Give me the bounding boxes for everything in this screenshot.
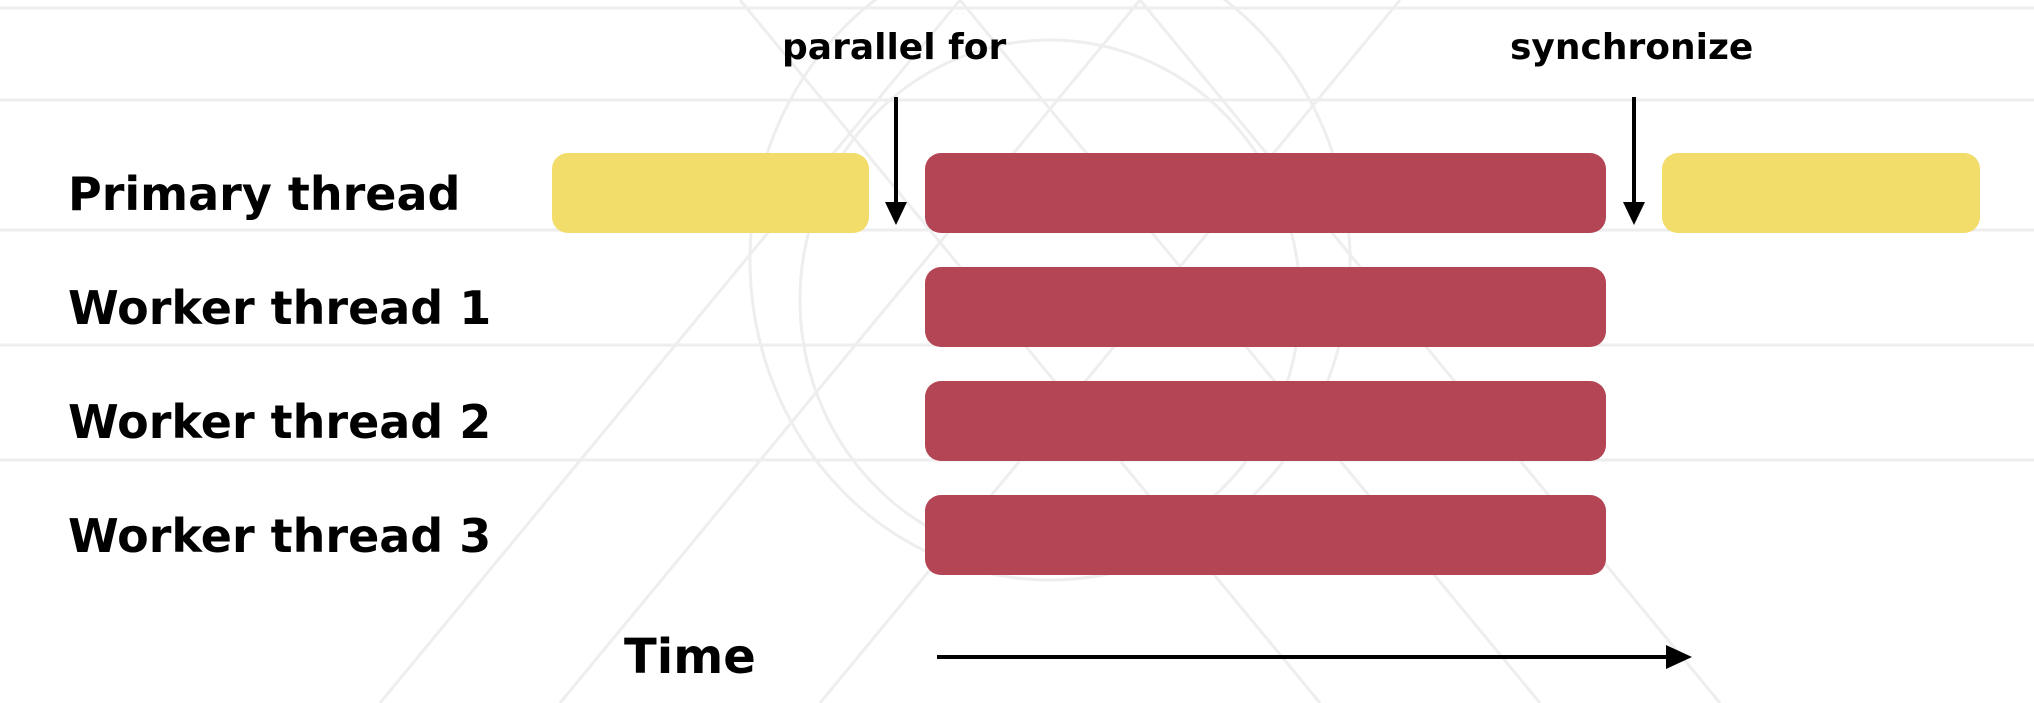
time-axis-arrow xyxy=(937,645,1692,669)
row-label-worker-thread-3: Worker thread 3 xyxy=(68,509,492,563)
worker-thread-1-parallel-work-bar xyxy=(925,267,1606,347)
synchronize-label: synchronize xyxy=(1510,27,1754,68)
primary-serial-work-bar-before xyxy=(552,153,869,233)
time-axis-label: Time xyxy=(624,629,756,685)
worker-thread-2-parallel-work-bar xyxy=(925,381,1606,461)
worker-thread-3-parallel-work-bar xyxy=(925,495,1606,575)
row-label-worker-thread-2: Worker thread 2 xyxy=(68,395,492,449)
parallel-for-arrow xyxy=(885,97,907,225)
parallel-for-label: parallel for xyxy=(782,27,1007,68)
row-label-worker-thread-1: Worker thread 1 xyxy=(68,281,492,335)
synchronize-arrow xyxy=(1623,97,1645,225)
row-label-primary-thread: Primary thread xyxy=(68,167,461,221)
primary-serial-work-bar-after xyxy=(1662,153,1980,233)
primary-parallel-work-bar xyxy=(925,153,1606,233)
